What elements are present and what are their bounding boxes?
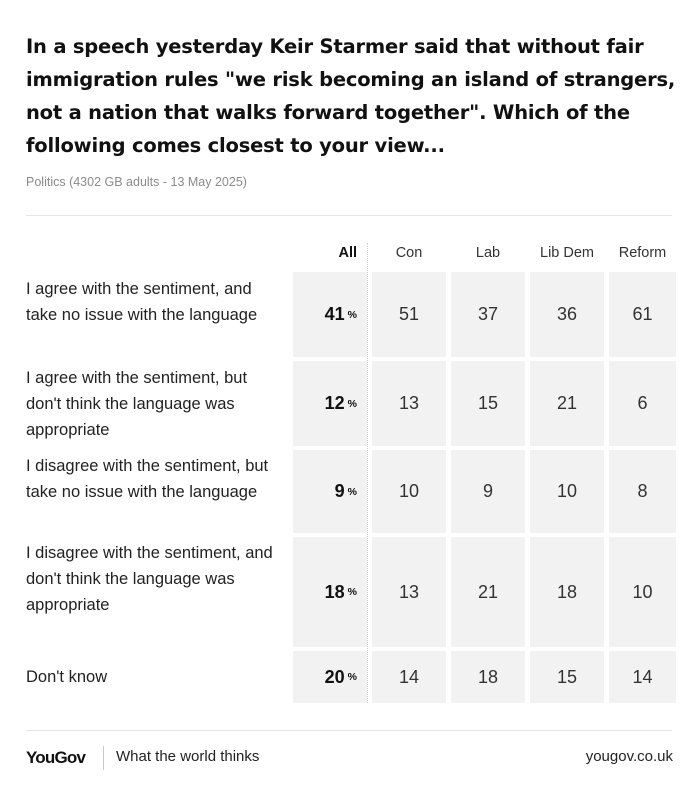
footer-tagline: What the world thinks bbox=[116, 748, 260, 765]
value-cell-all: 12% bbox=[293, 361, 367, 446]
value-cell-con: 14 bbox=[372, 651, 446, 703]
value-cell-con: 10 bbox=[372, 450, 446, 533]
value-cell-lab: 37 bbox=[451, 272, 525, 357]
value-cell-all: 18% bbox=[293, 537, 367, 647]
row-label: I agree with the sentiment, but don't th… bbox=[26, 368, 248, 439]
value-cell-con: 13 bbox=[372, 537, 446, 647]
value-cell-reform: 8 bbox=[609, 450, 676, 533]
percent-sign: % bbox=[347, 485, 357, 498]
value-cell-lib-dem: 10 bbox=[530, 450, 604, 533]
percent-sign: % bbox=[347, 671, 357, 683]
row-label: Don't know bbox=[26, 668, 108, 686]
row-label: I disagree with the sentiment, but take … bbox=[26, 456, 269, 501]
value-cell-lab: 18 bbox=[451, 651, 525, 703]
percent-sign: % bbox=[347, 586, 357, 598]
top-divider bbox=[26, 215, 672, 216]
value-cell-all: 9% bbox=[293, 450, 367, 533]
row-label: I disagree with the sentiment, and don't… bbox=[26, 544, 273, 614]
value-cell-reform: 6 bbox=[609, 361, 676, 446]
all-column-separator bbox=[367, 243, 368, 703]
all-value: 12 bbox=[324, 393, 345, 413]
percent-sign: % bbox=[347, 397, 357, 410]
value-cell-lab: 15 bbox=[451, 361, 525, 446]
value-cell-lab: 9 bbox=[451, 450, 525, 533]
value-cell-lab: 21 bbox=[451, 537, 525, 647]
column-header-all: All bbox=[338, 245, 357, 261]
footer-separator bbox=[103, 746, 104, 770]
column-header-lib-dem: Lib Dem bbox=[540, 245, 594, 261]
column-header-lab: Lab bbox=[475, 245, 501, 261]
value-cell-reform: 10 bbox=[609, 537, 676, 647]
value-cell-all: 41% bbox=[293, 272, 367, 357]
all-value: 41 bbox=[324, 304, 345, 324]
column-header-reform: Reform bbox=[618, 245, 667, 261]
bottom-divider bbox=[26, 730, 672, 731]
value-cell-reform: 61 bbox=[609, 272, 676, 357]
row-label: I agree with the sentiment, and take no … bbox=[26, 279, 258, 324]
all-value: 18 bbox=[324, 581, 345, 602]
yougov-logo: YouGov bbox=[26, 748, 86, 767]
value-cell-reform: 14 bbox=[609, 651, 676, 703]
column-header-con: Con bbox=[395, 245, 423, 261]
all-value: 9 bbox=[334, 481, 345, 501]
chart-title: In a speech yesterday Keir Starmer said … bbox=[26, 35, 676, 157]
value-cell-lib-dem: 15 bbox=[530, 651, 604, 703]
all-value: 20 bbox=[324, 666, 345, 687]
value-cell-lib-dem: 36 bbox=[530, 272, 604, 357]
value-cell-lib-dem: 18 bbox=[530, 537, 604, 647]
percent-sign: % bbox=[347, 308, 357, 321]
value-cell-lib-dem: 21 bbox=[530, 361, 604, 446]
chart-subtitle: Politics (4302 GB adults - 13 May 2025) bbox=[26, 175, 247, 189]
value-cell-con: 51 bbox=[372, 272, 446, 357]
value-cell-con: 13 bbox=[372, 361, 446, 446]
value-cell-all: 20% bbox=[293, 651, 367, 703]
footer-site-link[interactable]: yougov.co.uk bbox=[585, 748, 673, 765]
